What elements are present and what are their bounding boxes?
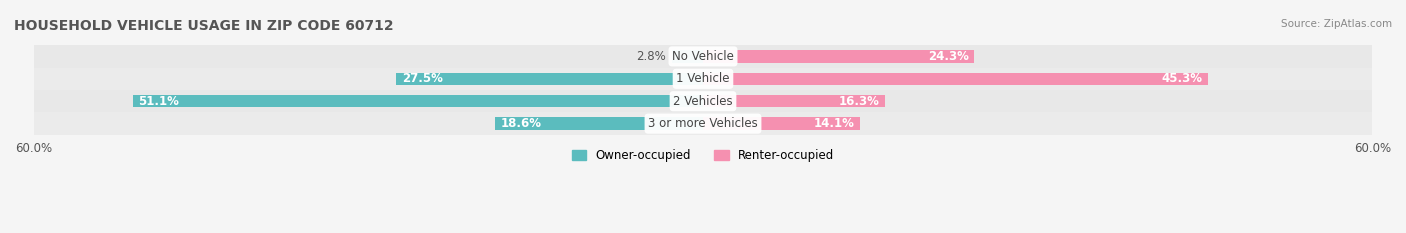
Bar	[703, 73, 1208, 85]
Text: 45.3%: 45.3%	[1161, 72, 1204, 85]
Text: 2 Vehicles: 2 Vehicles	[673, 95, 733, 108]
Text: 3 or more Vehicles: 3 or more Vehicles	[648, 117, 758, 130]
Text: HOUSEHOLD VEHICLE USAGE IN ZIP CODE 60712: HOUSEHOLD VEHICLE USAGE IN ZIP CODE 6071…	[14, 19, 394, 33]
Bar	[34, 113, 1372, 135]
Text: 1 Vehicle: 1 Vehicle	[676, 72, 730, 85]
Bar	[34, 90, 1372, 113]
Text: 24.3%: 24.3%	[928, 50, 969, 63]
Text: 51.1%: 51.1%	[138, 95, 180, 108]
Bar	[34, 68, 1372, 90]
Bar	[703, 95, 884, 107]
Bar	[703, 50, 974, 63]
Bar	[703, 117, 860, 130]
Bar	[672, 50, 703, 63]
Bar	[495, 117, 703, 130]
Text: Source: ZipAtlas.com: Source: ZipAtlas.com	[1281, 19, 1392, 29]
Bar	[132, 95, 703, 107]
Text: 16.3%: 16.3%	[838, 95, 879, 108]
Text: 2.8%: 2.8%	[637, 50, 666, 63]
Text: No Vehicle: No Vehicle	[672, 50, 734, 63]
Bar	[34, 45, 1372, 68]
Text: 18.6%: 18.6%	[501, 117, 543, 130]
Bar	[396, 73, 703, 85]
Text: 27.5%: 27.5%	[402, 72, 443, 85]
Text: 14.1%: 14.1%	[814, 117, 855, 130]
Legend: Owner-occupied, Renter-occupied: Owner-occupied, Renter-occupied	[567, 144, 839, 167]
